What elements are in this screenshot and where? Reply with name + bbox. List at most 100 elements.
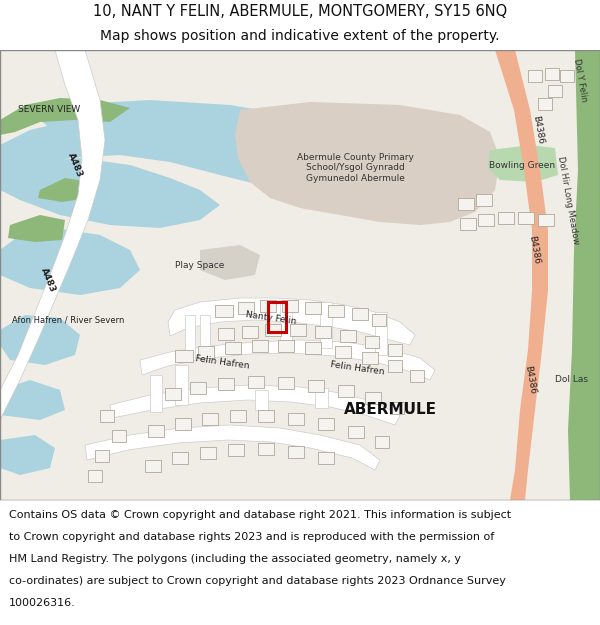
- Text: Dol Las: Dol Las: [555, 376, 588, 384]
- Text: 10, NANT Y FELIN, ABERMULE, MONTGOMERY, SY15 6NQ: 10, NANT Y FELIN, ABERMULE, MONTGOMERY, …: [93, 4, 507, 19]
- Polygon shape: [375, 312, 387, 355]
- Bar: [215, 305, 233, 317]
- Bar: [288, 446, 304, 458]
- Bar: [372, 314, 386, 326]
- Text: Bowling Green: Bowling Green: [489, 161, 555, 169]
- Bar: [390, 402, 404, 414]
- Text: Dol Y Felin: Dol Y Felin: [572, 58, 588, 102]
- Polygon shape: [175, 365, 188, 405]
- Bar: [258, 410, 274, 422]
- Bar: [352, 308, 368, 320]
- Polygon shape: [0, 435, 55, 475]
- Bar: [538, 214, 554, 226]
- Polygon shape: [85, 425, 380, 470]
- Polygon shape: [280, 300, 292, 345]
- Bar: [338, 385, 354, 397]
- Polygon shape: [0, 228, 140, 295]
- Polygon shape: [495, 50, 548, 500]
- Polygon shape: [40, 100, 360, 165]
- Bar: [252, 340, 268, 352]
- Text: Nanty Felin: Nanty Felin: [245, 310, 297, 326]
- Polygon shape: [38, 178, 90, 202]
- Polygon shape: [168, 298, 415, 345]
- Bar: [315, 326, 331, 338]
- Bar: [290, 324, 306, 336]
- Bar: [328, 305, 344, 317]
- Text: HM Land Registry. The polygons (including the associated geometry, namely x, y: HM Land Registry. The polygons (includin…: [9, 554, 461, 564]
- Bar: [228, 444, 244, 456]
- Bar: [200, 447, 216, 459]
- Text: Afon Hafren / River Severn: Afon Hafren / River Severn: [12, 316, 124, 324]
- Bar: [388, 360, 402, 372]
- Bar: [305, 342, 321, 354]
- Bar: [318, 418, 334, 430]
- Polygon shape: [0, 112, 340, 188]
- Text: SEVERN VIEW: SEVERN VIEW: [18, 105, 80, 114]
- Text: B4386: B4386: [527, 235, 541, 265]
- Bar: [145, 460, 161, 472]
- Text: A483: A483: [39, 266, 57, 294]
- Bar: [242, 326, 258, 338]
- Text: 100026316.: 100026316.: [9, 598, 76, 608]
- Bar: [175, 418, 191, 430]
- Bar: [318, 452, 334, 464]
- Bar: [388, 344, 402, 356]
- Text: co-ordinates) are subject to Crown copyright and database rights 2023 Ordnance S: co-ordinates) are subject to Crown copyr…: [9, 576, 506, 586]
- Bar: [476, 194, 492, 206]
- Bar: [100, 410, 114, 422]
- Bar: [260, 300, 276, 312]
- Bar: [478, 214, 494, 226]
- Bar: [238, 302, 254, 314]
- Bar: [458, 198, 474, 210]
- Bar: [218, 328, 234, 340]
- Bar: [190, 382, 206, 394]
- Bar: [340, 330, 356, 342]
- Bar: [225, 342, 241, 354]
- Polygon shape: [488, 145, 558, 182]
- Polygon shape: [0, 380, 65, 420]
- Text: Felin Hafren: Felin Hafren: [330, 360, 385, 376]
- Bar: [548, 85, 562, 97]
- Bar: [362, 352, 378, 364]
- Bar: [498, 212, 514, 224]
- Bar: [258, 443, 274, 455]
- Text: ABERMULE: ABERMULE: [343, 402, 437, 418]
- Bar: [305, 302, 321, 314]
- Bar: [230, 410, 246, 422]
- Bar: [308, 380, 324, 392]
- Polygon shape: [140, 340, 435, 380]
- Bar: [88, 470, 102, 482]
- Bar: [265, 324, 281, 336]
- Bar: [198, 346, 214, 358]
- Bar: [268, 302, 286, 332]
- Text: Dol Hir Long Meadow: Dol Hir Long Meadow: [556, 155, 580, 245]
- Bar: [518, 212, 534, 224]
- Polygon shape: [150, 375, 162, 412]
- Polygon shape: [200, 245, 260, 280]
- Text: B4386: B4386: [531, 115, 545, 145]
- Bar: [172, 452, 188, 464]
- Text: Play Space: Play Space: [175, 261, 224, 269]
- Text: Abermule County Primary
School/Ysgol Gynradd
Gymunedol Abermule: Abermule County Primary School/Ysgol Gyn…: [296, 153, 413, 183]
- Bar: [348, 426, 364, 438]
- Bar: [528, 70, 542, 82]
- Polygon shape: [8, 215, 65, 242]
- Polygon shape: [568, 50, 600, 500]
- Polygon shape: [0, 315, 80, 365]
- Bar: [375, 436, 389, 448]
- Bar: [202, 413, 218, 425]
- Bar: [165, 388, 181, 400]
- Text: Felin Hafren: Felin Hafren: [195, 354, 250, 370]
- Polygon shape: [235, 102, 500, 225]
- Text: A483: A483: [66, 151, 84, 179]
- Bar: [560, 70, 574, 82]
- Bar: [148, 425, 164, 437]
- Text: to Crown copyright and database rights 2023 and is reproduced with the permissio: to Crown copyright and database rights 2…: [9, 532, 494, 542]
- Bar: [538, 98, 552, 110]
- Bar: [365, 336, 379, 348]
- Text: B4386: B4386: [523, 365, 537, 395]
- Polygon shape: [255, 390, 268, 410]
- Polygon shape: [200, 315, 210, 360]
- Polygon shape: [315, 388, 328, 408]
- Bar: [218, 378, 234, 390]
